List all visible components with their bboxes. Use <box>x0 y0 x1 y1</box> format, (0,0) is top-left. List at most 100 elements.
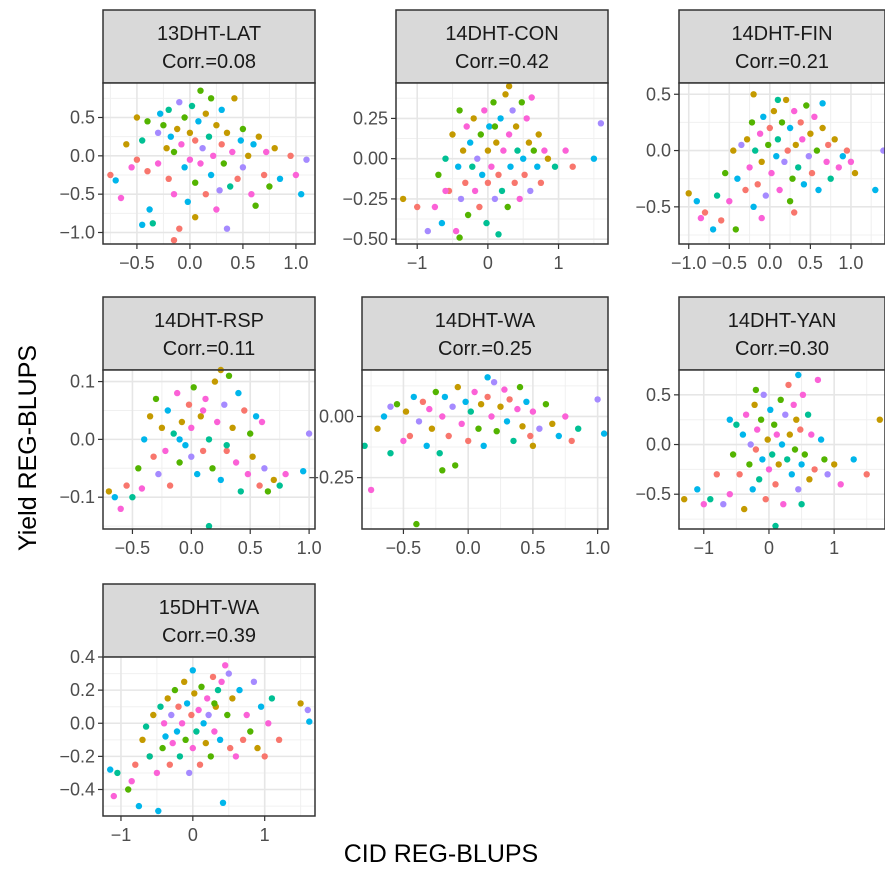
data-point <box>801 451 808 458</box>
data-point <box>149 220 156 227</box>
x-tick-label: 0.0 <box>757 253 782 273</box>
data-point <box>507 163 514 170</box>
y-tick-label: −0.25 <box>308 468 354 488</box>
data-point <box>819 124 826 132</box>
data-point <box>170 430 177 437</box>
data-point <box>500 147 507 154</box>
data-point <box>188 453 195 460</box>
data-point <box>502 91 509 98</box>
data-point <box>876 416 883 423</box>
data-point <box>374 425 381 432</box>
data-point <box>247 728 254 735</box>
x-tick-label: 0.0 <box>179 538 204 558</box>
x-tick-label: 0.0 <box>177 253 202 273</box>
data-point <box>835 164 842 171</box>
data-point <box>162 733 169 740</box>
data-point <box>237 137 244 144</box>
data-point <box>495 231 502 238</box>
data-point <box>400 437 407 445</box>
y-tick-label: −0.25 <box>342 189 388 209</box>
data-point <box>255 133 262 140</box>
data-point <box>789 175 796 182</box>
data-point <box>782 411 789 418</box>
data-point <box>186 156 194 163</box>
y-tick-label: 0.5 <box>70 108 95 128</box>
data-point <box>205 133 213 140</box>
data-point <box>441 393 449 401</box>
data-point <box>252 202 259 209</box>
data-point <box>505 83 513 90</box>
data-point <box>819 100 826 107</box>
data-point <box>402 408 410 415</box>
data-point <box>225 372 233 379</box>
data-point <box>282 470 289 478</box>
facet-panel: 14DHT-CON Corr.=0.42 −1 0 1 −0.50 −0.25 0.00 0.2… <box>342 9 609 273</box>
data-point <box>415 418 423 425</box>
data-point <box>709 226 717 233</box>
data-point <box>772 522 779 530</box>
data-point <box>438 219 446 227</box>
data-point <box>764 436 771 443</box>
facet-panel: 14DHT-YAN Corr.=0.30 −1 0 1 −0.5 0.0 0.5 <box>635 296 885 558</box>
data-point <box>470 115 477 122</box>
data-point <box>792 141 799 149</box>
x-tick-label: 0 <box>483 253 493 273</box>
data-point <box>821 456 828 463</box>
x-tick-label: 1.0 <box>297 538 322 558</box>
data-point <box>527 187 534 195</box>
data-point <box>225 670 232 677</box>
facet-strip <box>395 9 609 84</box>
data-point <box>491 123 499 130</box>
data-point <box>775 461 782 468</box>
data-point <box>600 430 608 437</box>
data-point <box>798 501 805 508</box>
data-point <box>837 481 844 488</box>
data-point <box>199 145 206 152</box>
facet-correlation: Corr.=0.25 <box>438 338 532 360</box>
facet-strip <box>102 296 316 371</box>
data-point <box>511 179 518 186</box>
facet-correlation: Corr.=0.11 <box>163 338 255 360</box>
data-point <box>129 494 136 501</box>
data-point <box>428 425 436 432</box>
data-point <box>477 131 484 138</box>
data-point <box>117 505 124 512</box>
data-point <box>774 96 782 104</box>
data-point <box>164 695 171 702</box>
data-point <box>174 125 181 133</box>
data-point <box>514 147 521 154</box>
data-point <box>166 761 173 768</box>
data-point <box>795 486 802 493</box>
data-point <box>534 163 541 170</box>
data-point <box>170 191 178 198</box>
data-point <box>863 471 870 478</box>
x-tick-label: 0 <box>764 538 774 558</box>
data-point <box>176 99 183 106</box>
data-point <box>128 164 135 171</box>
facet-strip <box>678 9 885 84</box>
data-point <box>486 123 493 130</box>
data-point <box>797 119 804 126</box>
data-point <box>713 471 720 478</box>
data-point <box>275 736 283 743</box>
data-point <box>123 482 130 489</box>
data-point <box>455 163 462 170</box>
data-point <box>806 476 813 483</box>
data-point <box>497 115 504 122</box>
data-point <box>232 753 240 760</box>
data-point <box>831 461 838 468</box>
panel-border <box>678 82 885 245</box>
data-point <box>235 389 242 397</box>
facet-panel: 13DHT-LAT Corr.=0.08 −0.5 0.0 0.5 1.0 −1.0 −0.5… <box>59 9 316 273</box>
plot-background <box>103 657 315 816</box>
y-tick-label: −0.5 <box>59 184 95 204</box>
x-tick-label: 1.0 <box>283 253 308 273</box>
data-point <box>523 115 530 122</box>
data-point <box>756 130 764 137</box>
data-point <box>449 131 456 138</box>
data-point <box>752 386 760 394</box>
data-point <box>681 496 688 503</box>
data-point <box>133 156 141 163</box>
x-tick-label: −1 <box>407 253 428 273</box>
data-point <box>803 102 810 109</box>
